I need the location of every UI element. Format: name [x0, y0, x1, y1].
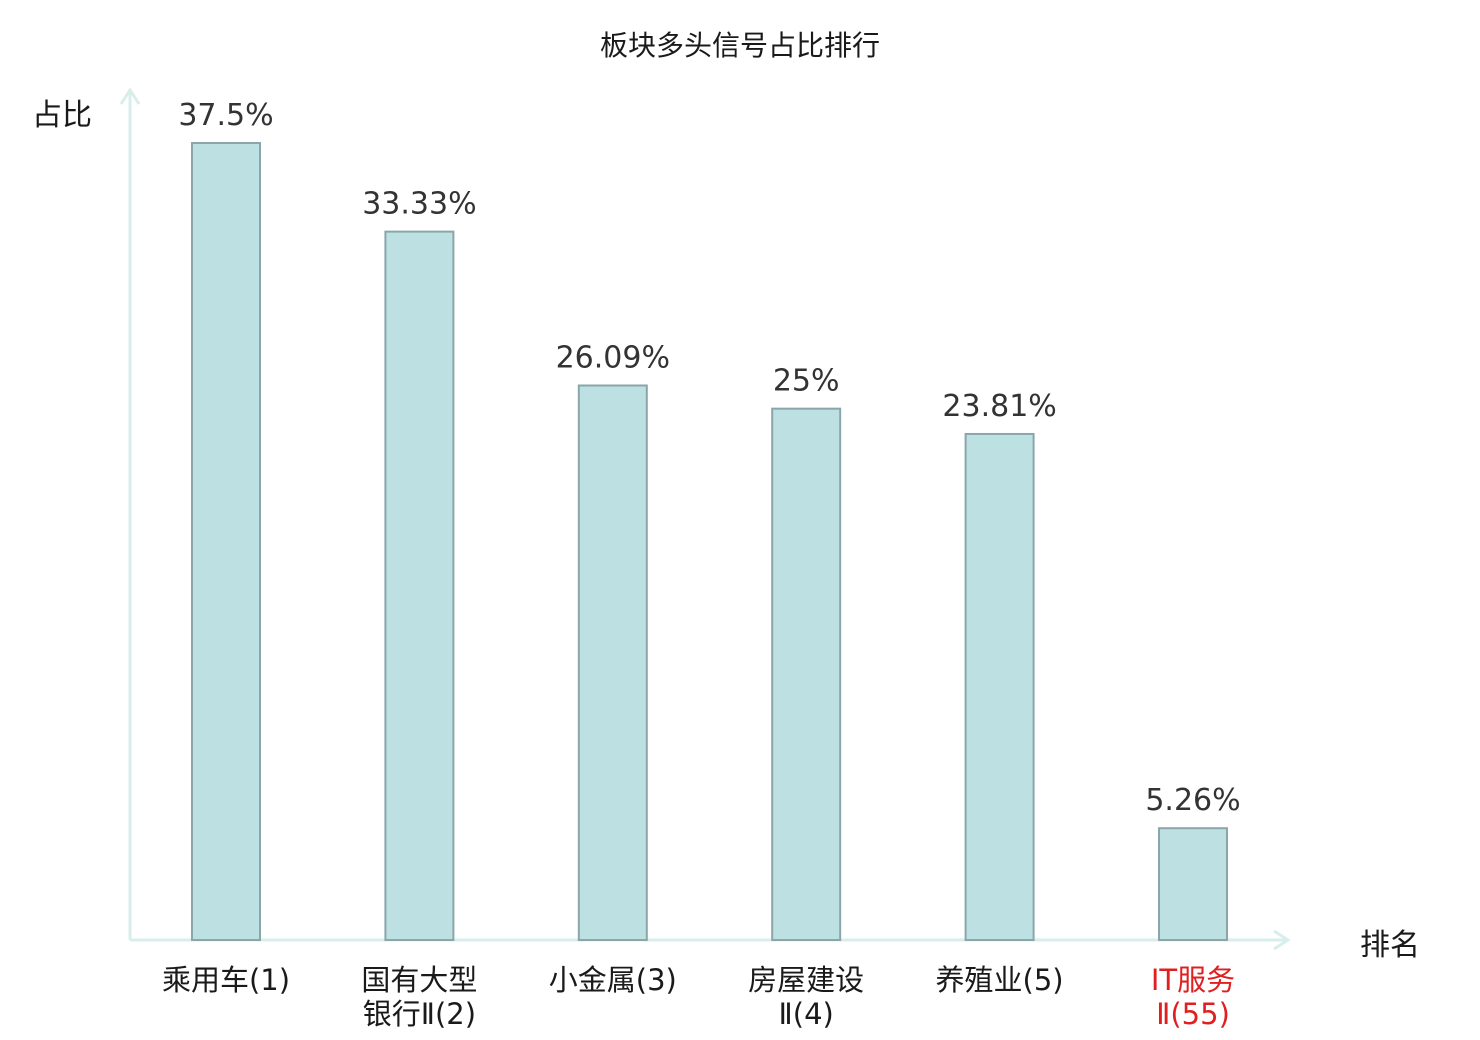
bar — [964, 432, 1035, 941]
data-label: 23.81% — [942, 389, 1056, 424]
x-tick-label: 小金属(3) — [548, 963, 677, 997]
data-label: 33.33% — [362, 187, 476, 222]
data-label: 25% — [773, 364, 840, 399]
x-tick-label: IT服务 Ⅱ(55) — [1150, 963, 1236, 1031]
bar — [1158, 827, 1228, 941]
bar — [191, 142, 261, 941]
y-axis-arrow — [119, 87, 141, 105]
x-tick-label: 国有大型 银行Ⅱ(2) — [361, 963, 478, 1031]
chart-title: 板块多头信号占比排行 — [599, 29, 880, 62]
data-label: 37.5% — [178, 98, 273, 133]
bar — [771, 407, 842, 941]
x-tick-label: 房屋建设 Ⅱ(4) — [748, 963, 865, 1031]
y-axis-label: 占比 — [32, 98, 92, 133]
data-label: 5.26% — [1145, 783, 1240, 818]
x-axis-label: 排名 — [1360, 928, 1420, 963]
bar — [384, 230, 455, 941]
x-tick-label: 乘用车(1) — [161, 963, 291, 997]
x-tick-label: 养殖业(5) — [935, 963, 1064, 997]
bar — [577, 384, 648, 941]
data-label: 26.09% — [556, 341, 670, 376]
x-axis-arrow — [1273, 929, 1291, 951]
